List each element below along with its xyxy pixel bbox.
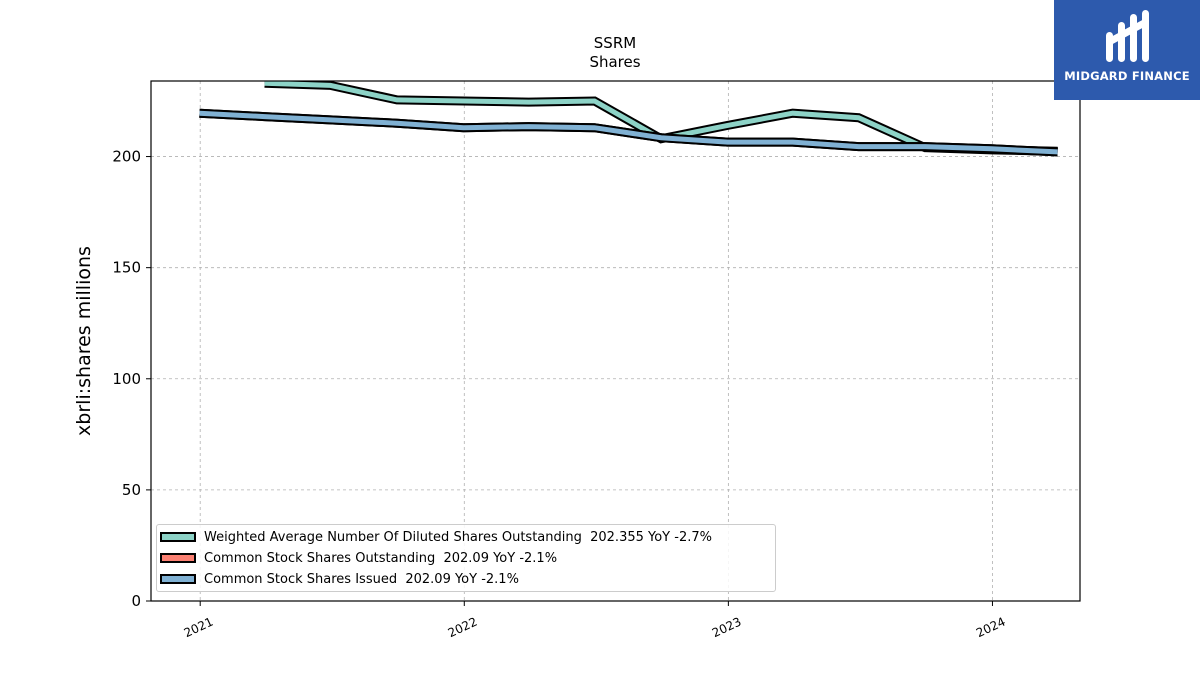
y-axis-label: xbrli:shares millions bbox=[73, 246, 95, 436]
legend-swatch-issued bbox=[160, 574, 196, 584]
legend-item-outstanding: Common Stock Shares Outstanding 202.09 Y… bbox=[160, 549, 557, 567]
plot-frame bbox=[150, 80, 1081, 602]
x-tick-label: 2022 bbox=[446, 615, 480, 641]
legend: Weighted Average Number Of Diluted Share… bbox=[156, 524, 776, 592]
chart-subtitle: Shares bbox=[589, 53, 640, 71]
y-tick-label: 200 bbox=[112, 148, 141, 166]
brand-name: MIDGARD FINANCE bbox=[1064, 69, 1190, 83]
series-layer bbox=[199, 81, 1058, 157]
brand-mark-icon bbox=[1106, 10, 1149, 62]
legend-swatch-outstanding bbox=[160, 553, 196, 563]
legend-label-diluted: Weighted Average Number Of Diluted Share… bbox=[204, 529, 712, 545]
series-line-2 bbox=[199, 110, 1058, 155]
x-tick-label: 2021 bbox=[182, 615, 216, 641]
chart-title: SSRM bbox=[594, 34, 636, 52]
legend-label-issued: Common Stock Shares Issued 202.09 YoY -2… bbox=[204, 571, 519, 587]
legend-label-outstanding: Common Stock Shares Outstanding 202.09 Y… bbox=[204, 550, 558, 566]
x-tick-label: 2023 bbox=[710, 615, 744, 641]
y-tick-label: 150 bbox=[112, 259, 141, 277]
grid bbox=[151, 81, 1080, 601]
y-tick-label: 0 bbox=[131, 592, 141, 610]
x-tick-label: 2024 bbox=[974, 615, 1008, 641]
legend-item-diluted: Weighted Average Number Of Diluted Share… bbox=[160, 528, 712, 546]
brand-logo: MIDGARD FINANCE bbox=[1054, 0, 1200, 100]
legend-swatch-diluted bbox=[160, 532, 196, 542]
y-tick-label: 100 bbox=[112, 370, 141, 388]
legend-item-issued: Common Stock Shares Issued 202.09 YoY -2… bbox=[160, 570, 519, 588]
y-tick-label: 50 bbox=[122, 481, 141, 499]
